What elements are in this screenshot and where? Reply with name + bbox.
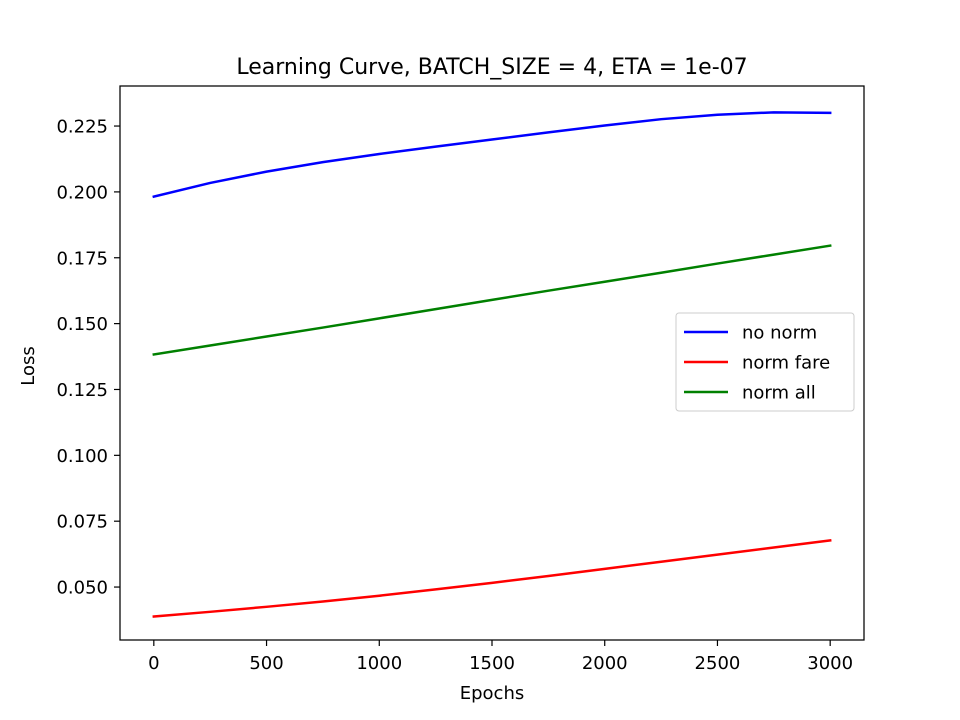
legend-label: norm fare xyxy=(742,353,830,374)
x-tick-label: 3000 xyxy=(807,653,853,674)
y-tick-label: 0.125 xyxy=(56,380,108,401)
y-tick-label: 0.175 xyxy=(56,248,108,269)
x-tick-label: 0 xyxy=(148,653,159,674)
series-line-norm-all xyxy=(152,244,832,356)
y-tick-label: 0.050 xyxy=(56,578,108,599)
y-tick-label: 0.225 xyxy=(56,117,108,138)
y-axis-label: Loss xyxy=(18,346,39,385)
x-axis: 0 500 1000 1500 2000 2500 3000 xyxy=(148,640,853,674)
x-tick-label: 2500 xyxy=(695,653,741,674)
x-tick-label: 500 xyxy=(249,653,283,674)
x-tick-label: 1000 xyxy=(356,653,402,674)
x-axis-label: Epochs xyxy=(460,683,525,704)
legend-box xyxy=(675,312,855,412)
y-tick-label: 0.075 xyxy=(56,512,108,533)
legend-label: no norm xyxy=(742,323,817,344)
y-tick-label: 0.100 xyxy=(56,446,108,467)
legend: no norm norm fare norm all xyxy=(675,312,855,412)
x-tick-label: 2000 xyxy=(582,653,628,674)
x-tick-label: 1500 xyxy=(469,653,515,674)
y-axis: 0.050 0.075 0.100 0.125 0.150 0.175 0.200 0.225 xyxy=(56,117,120,599)
series-line-norm-fare xyxy=(152,539,832,618)
y-tick-label: 0.200 xyxy=(56,182,108,203)
plot-lines xyxy=(152,111,832,618)
chart-title: Learning Curve, BATCH_SIZE = 4, ETA = 1e… xyxy=(236,55,747,80)
y-tick-label: 0.150 xyxy=(56,314,108,335)
series-line-no-norm xyxy=(152,111,832,199)
legend-label: norm all xyxy=(742,383,816,404)
